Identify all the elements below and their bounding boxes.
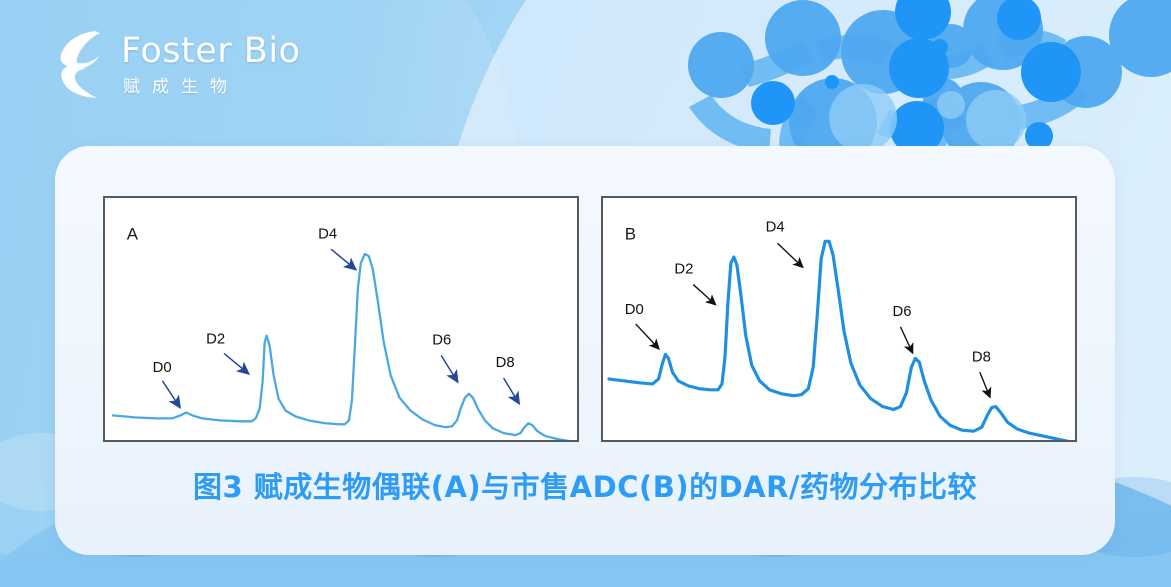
chart-panel-a[interactable]: A D0 D2 D4 D6 D8 xyxy=(103,196,579,442)
peak-label-d8: D8 xyxy=(496,355,515,371)
peak-arrow-d4 xyxy=(330,248,358,271)
figure-caption: 图3 赋成生物偶联(A)与市售ADC(B)的DAR/药物分布比较 xyxy=(192,470,978,504)
peak-arrow-d4 xyxy=(777,242,804,269)
chart-panels: A D0 D2 D4 D6 D8 B D0 D2 D4 D6 D8 xyxy=(103,196,1077,442)
panel-a-trace xyxy=(111,252,570,440)
foster-bio-z-mark-icon xyxy=(60,31,100,98)
peak-label-d0: D0 xyxy=(153,360,172,376)
peak-arrow-d8 xyxy=(502,377,521,406)
peak-label-d6: D6 xyxy=(432,333,451,349)
peak-label-d2: D2 xyxy=(206,332,225,348)
chromatogram-a-svg: A D0 D2 D4 D6 D8 xyxy=(111,224,570,440)
peak-arrow-d0 xyxy=(161,380,181,410)
brand-text: Foster Bio 赋成生物 xyxy=(121,30,301,96)
brand-logo[interactable]: Foster Bio 赋成生物 xyxy=(55,28,300,100)
peak-label-d2: D2 xyxy=(674,262,693,278)
chart-panel-b[interactable]: B D0 D2 D4 D6 D8 xyxy=(601,196,1077,442)
peak-label-d0: D0 xyxy=(625,302,644,318)
panel-a-annotations: D0 D2 D4 D6 D8 xyxy=(153,226,521,410)
peak-label-d6: D6 xyxy=(893,304,912,320)
brand-name: Foster Bio xyxy=(121,30,301,71)
panel-b-trace xyxy=(607,239,1069,440)
peak-label-d4: D4 xyxy=(766,219,785,235)
peak-arrow-d2 xyxy=(692,284,717,306)
peak-label-d4: D4 xyxy=(318,226,337,242)
peak-arrow-d8 xyxy=(979,371,992,399)
panel-b-annotations: D0 D2 D4 D6 D8 xyxy=(625,219,992,399)
peak-arrow-d6 xyxy=(440,355,459,384)
brand-name-cn: 赋成生物 xyxy=(123,76,239,96)
panel-a-title: A xyxy=(127,224,139,243)
peak-arrow-d6 xyxy=(899,326,914,355)
figure-card: A D0 D2 D4 D6 D8 B D0 D2 D4 D6 D8 xyxy=(55,146,1115,555)
peak-arrow-d2 xyxy=(223,352,251,375)
chromatogram-b-svg: B D0 D2 D4 D6 D8 xyxy=(607,219,1069,440)
peak-label-d8: D8 xyxy=(972,349,991,365)
panel-b-title: B xyxy=(625,224,636,243)
peak-arrow-d0 xyxy=(635,323,660,351)
